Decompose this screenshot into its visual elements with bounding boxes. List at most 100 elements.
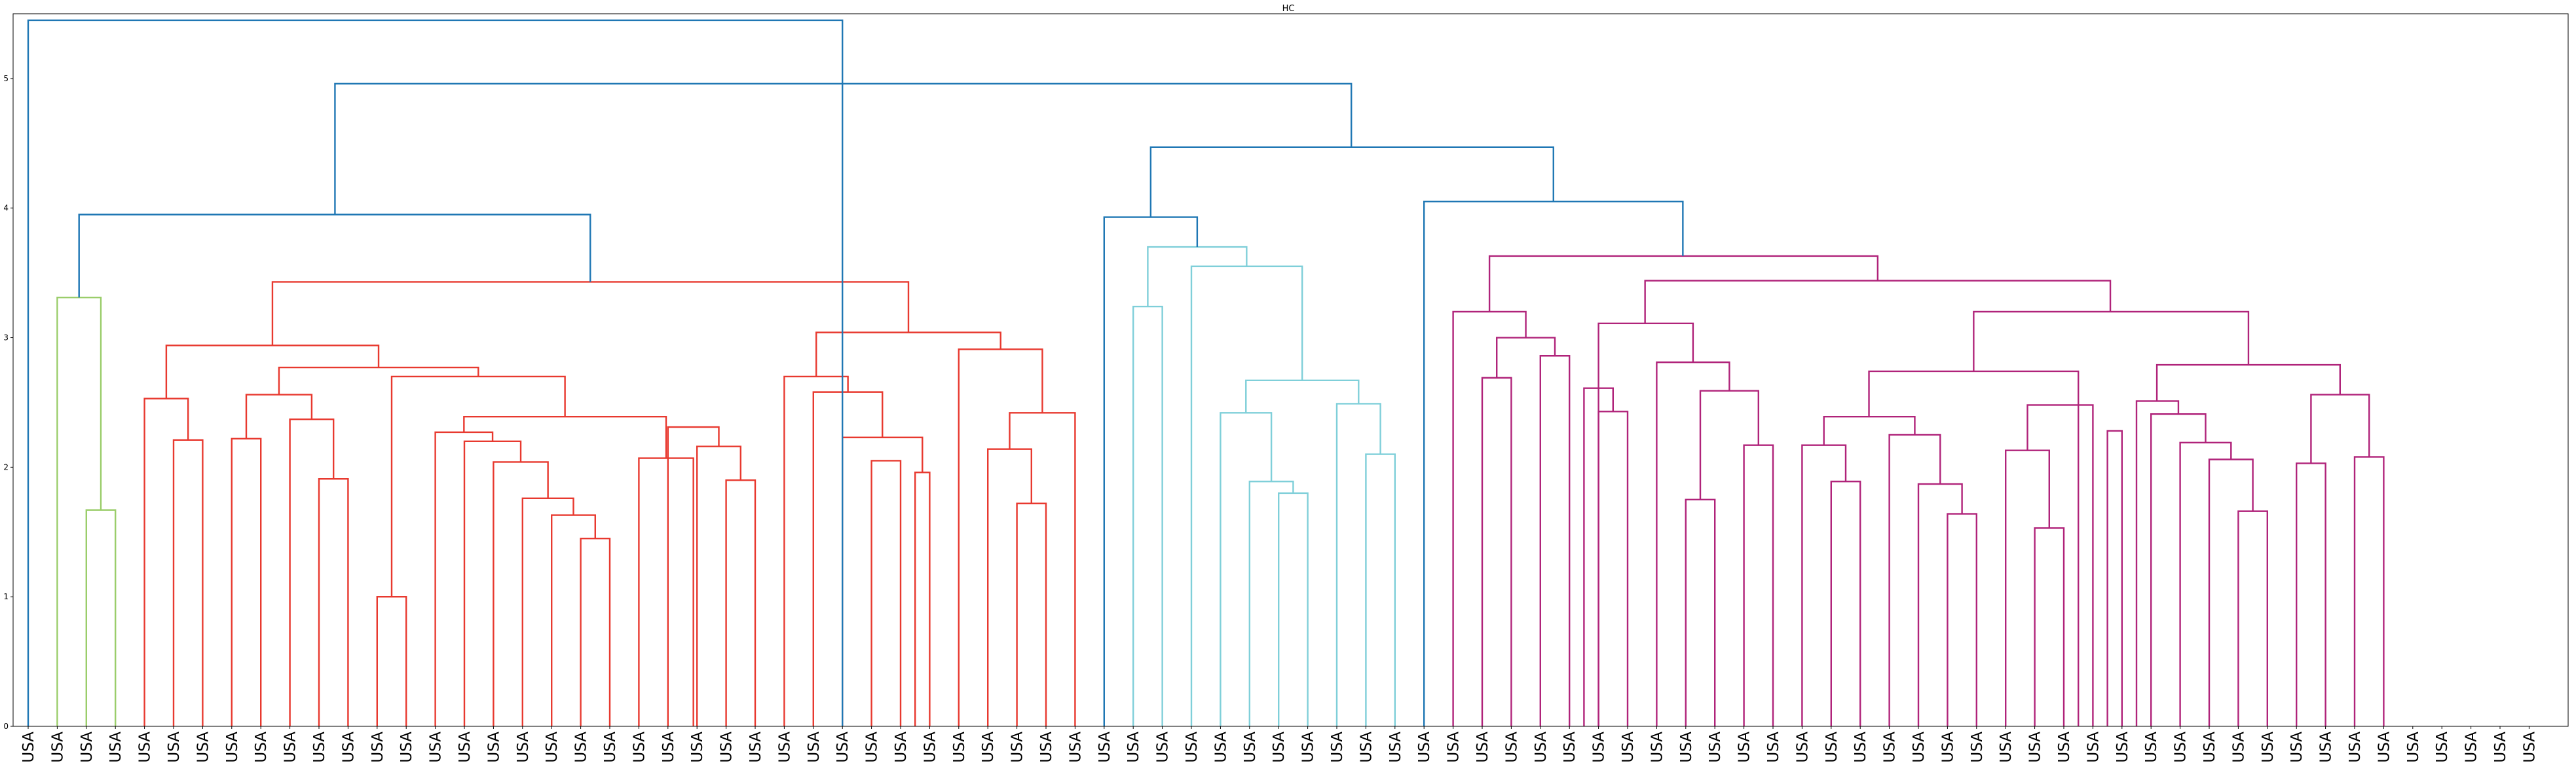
- dendrogram-link: [1947, 513, 1977, 726]
- plot-frame: [12, 13, 2569, 727]
- leaf-labels: USA USA USA USA USA USA USA USA USA USA USA USA USA U…: [20, 726, 2538, 763]
- dendrogram-link: [1823, 416, 1916, 445]
- leaf-label: USA: [49, 732, 66, 763]
- leaf-label: USA: [166, 732, 183, 763]
- dendrogram-link: [172, 439, 204, 726]
- leaf-label: USA: [951, 732, 968, 763]
- y-tick-label: 4: [3, 204, 9, 213]
- dendrogram-link: [78, 214, 591, 298]
- dendrogram-link: [696, 445, 741, 726]
- dendrogram-link: [1147, 246, 1248, 307]
- leaf-label: USA: [107, 732, 124, 763]
- leaf-label: USA: [1911, 732, 1928, 763]
- leaf-label: USA: [1416, 732, 1433, 763]
- leaf-label: USA: [1300, 732, 1317, 763]
- dendrogram-link: [1597, 322, 1694, 726]
- leaf-label: USA: [2230, 732, 2247, 763]
- leaf-label: USA: [2143, 732, 2160, 763]
- dendrogram-link: [390, 375, 566, 597]
- leaf-label: USA: [457, 732, 474, 763]
- leaf-label: USA: [1736, 732, 1753, 763]
- leaf-label: USA: [1271, 732, 1288, 763]
- leaf-label: USA: [834, 732, 851, 763]
- dendrogram-link: [815, 331, 1001, 377]
- dendrogram-links: [27, 19, 2385, 726]
- dendrogram-link: [1743, 444, 1774, 726]
- dendrogram-link: [143, 398, 189, 726]
- leaf-label: USA: [1533, 732, 1550, 763]
- leaf-label: USA: [1998, 732, 2015, 763]
- dendrogram-link: [638, 457, 694, 726]
- dendrogram-link: [1868, 370, 2080, 726]
- dendrogram-link: [271, 281, 910, 346]
- dendrogram-link: [987, 448, 1032, 726]
- dendrogram-link: [1278, 492, 1309, 726]
- leaf-label: USA: [1969, 732, 1986, 763]
- leaf-label: USA: [2318, 732, 2335, 763]
- leaf-label: USA: [719, 732, 736, 763]
- leaf-label: USA: [1882, 732, 1899, 763]
- leaf-label: USA: [1591, 732, 1608, 763]
- leaf-label: USA: [2405, 732, 2422, 763]
- dendrogram-link: [1245, 379, 1360, 413]
- leaf-label: USA: [1765, 732, 1782, 763]
- dendrogram-link: [783, 375, 849, 726]
- dendrogram-link: [434, 431, 494, 726]
- dendrogram-link: [1423, 200, 1684, 726]
- dendrogram-link: [1801, 444, 1847, 726]
- leaf-label: USA: [1823, 732, 1840, 763]
- leaf-label: USA: [631, 732, 648, 763]
- leaf-label: USA: [689, 732, 706, 763]
- leaf-label: USA: [1038, 732, 1055, 763]
- dendrogram-link: [1830, 480, 1861, 726]
- dendrogram-link: [2150, 413, 2207, 726]
- dendrogram-link: [1699, 390, 1759, 500]
- leaf-label: USA: [1067, 732, 1084, 763]
- dendrogram-link: [1132, 305, 1163, 726]
- leaf-label: USA: [1184, 732, 1201, 763]
- leaf-label: USA: [253, 732, 270, 763]
- dendrogram-link: [1644, 280, 2112, 324]
- dendrogram-link: [2237, 510, 2268, 726]
- dendrogram-link: [2353, 456, 2385, 726]
- dendrogram-link: [1365, 453, 1396, 726]
- leaf-label: USA: [922, 732, 939, 763]
- leaf-label: USA: [1503, 732, 1520, 763]
- dendrogram-link: [2208, 458, 2254, 726]
- dendrogram-link: [870, 460, 902, 726]
- dendrogram-link: [376, 595, 407, 726]
- leaf-label: USA: [1794, 732, 1811, 763]
- dendrogram-link: [318, 477, 349, 726]
- leaf-label: USA: [1242, 732, 1259, 763]
- leaf-label: USA: [515, 732, 532, 763]
- dendrogram-link: [1917, 483, 1963, 726]
- dendrogram-link: [551, 514, 596, 726]
- leaf-label: USA: [2056, 732, 2073, 763]
- dendrogram-link: [56, 297, 102, 726]
- dendrogram-link: [1488, 255, 1879, 312]
- leaf-label: USA: [1707, 732, 1724, 763]
- leaf-label: USA: [1155, 732, 1172, 763]
- leaf-label: USA: [79, 732, 96, 763]
- leaf-label: USA: [1649, 732, 1666, 763]
- y-tick-label: 1: [3, 592, 9, 601]
- leaf-label: USA: [428, 732, 445, 763]
- leaf-label: USA: [2114, 732, 2131, 763]
- dendrogram-link: [2156, 363, 2341, 401]
- dendrogram-link: [85, 509, 117, 726]
- leaf-label: USA: [2347, 732, 2364, 763]
- dendrogram-link: [521, 497, 574, 726]
- leaf-label: USA: [1009, 732, 1026, 763]
- dendrogram-link: [493, 461, 549, 726]
- leaf-label: USA: [195, 732, 212, 763]
- leaf-label: USA: [485, 732, 502, 763]
- dendrogram-link: [580, 537, 611, 726]
- leaf-label: USA: [980, 732, 997, 763]
- leaf-label: USA: [1446, 732, 1463, 763]
- dendrogram-link: [231, 437, 262, 726]
- leaf-label: USA: [282, 732, 299, 763]
- leaf-label: USA: [2434, 732, 2451, 763]
- dendrogram-link: [914, 472, 931, 726]
- dendrogram-link: [1597, 411, 1629, 726]
